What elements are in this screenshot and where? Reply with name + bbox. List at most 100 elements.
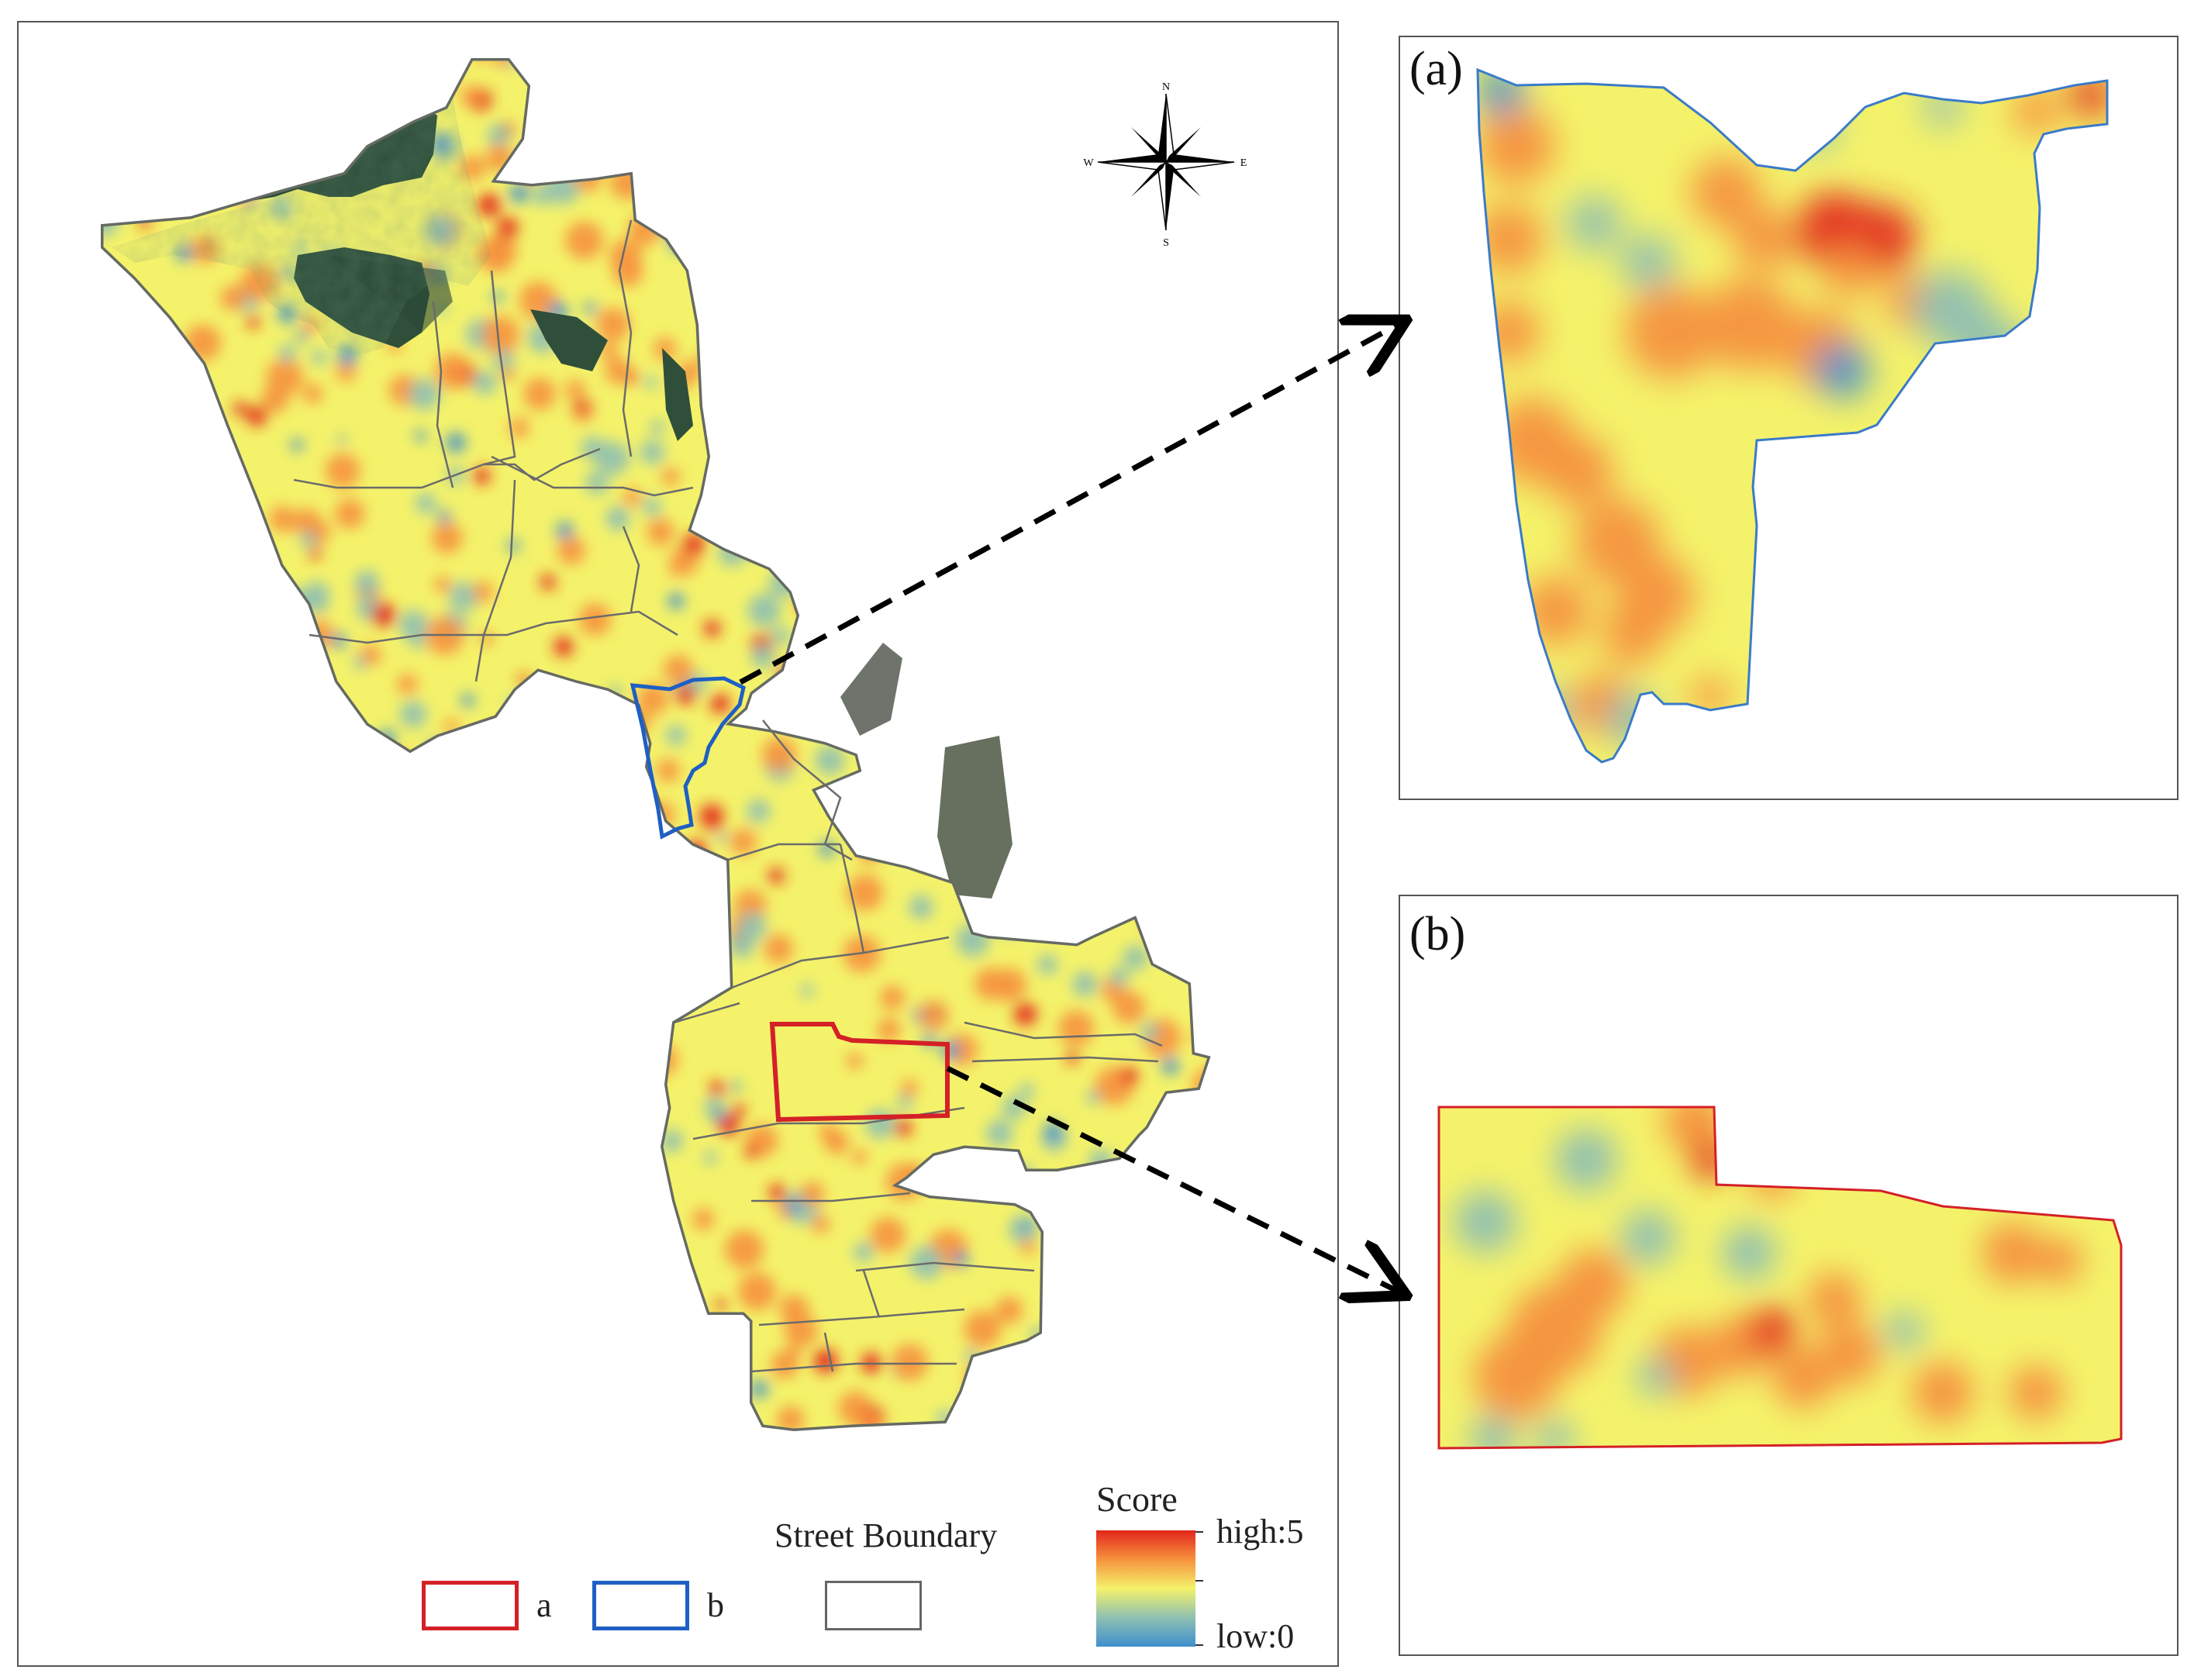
score-blob xyxy=(1013,1002,1037,1026)
score-blob xyxy=(414,429,426,442)
score-blob xyxy=(554,636,574,657)
street-boundary-title: Street Boundary xyxy=(774,1516,998,1554)
score-blob xyxy=(1109,967,1130,987)
score-blob xyxy=(303,581,330,609)
inset-a-outline xyxy=(1476,67,2109,764)
score-blob xyxy=(431,523,463,554)
score-blob xyxy=(325,453,360,488)
score-blob xyxy=(233,402,247,416)
score-blob xyxy=(557,536,586,565)
score-blob xyxy=(660,1129,684,1153)
score-blob xyxy=(744,1144,759,1159)
score-blob xyxy=(975,968,1008,1001)
score-blob xyxy=(609,514,626,531)
score-blob xyxy=(668,592,685,609)
score-blob xyxy=(642,497,661,516)
score-title: Score xyxy=(1096,1479,1178,1519)
score-blob xyxy=(1072,971,1098,997)
score-blob xyxy=(710,693,730,714)
score-blob xyxy=(768,1184,786,1202)
score-blob xyxy=(300,531,316,548)
score-blob xyxy=(750,1380,768,1399)
score-blob xyxy=(897,1094,912,1110)
score-blob xyxy=(584,302,597,315)
score-blob xyxy=(717,833,726,843)
score-blob xyxy=(296,329,309,342)
score-blob xyxy=(278,343,297,362)
score-high-label: high:5 xyxy=(1216,1513,1304,1551)
compass-e-label: E xyxy=(1240,157,1247,169)
score-blob xyxy=(578,603,612,636)
score-blob xyxy=(985,1119,1013,1147)
score-blob xyxy=(434,353,471,389)
score-blob xyxy=(852,1149,868,1165)
score-blob xyxy=(682,533,705,556)
score-blob xyxy=(733,1103,746,1116)
score-blob xyxy=(461,86,482,108)
inset-b-map xyxy=(1437,1106,2123,1450)
score-blob xyxy=(709,1081,725,1097)
score-blob xyxy=(532,185,554,206)
score-blob xyxy=(1772,1346,1834,1408)
score-blob xyxy=(446,433,466,453)
score-blob xyxy=(964,1310,1002,1347)
score-blob xyxy=(1536,1420,1575,1448)
score-blob xyxy=(1470,1416,1516,1448)
score-blob xyxy=(502,367,513,379)
score-blob xyxy=(1621,1210,1675,1264)
score-blob xyxy=(540,574,556,590)
score-blob xyxy=(334,498,365,529)
compass-n-label: N xyxy=(1162,81,1170,93)
region-b-outline[interactable] xyxy=(630,676,746,840)
score-blob xyxy=(1019,1082,1035,1099)
legend-street-swatch xyxy=(825,1581,922,1630)
inset-a-map xyxy=(1476,67,2109,764)
score-blob xyxy=(675,685,696,705)
score-blob xyxy=(1691,157,1761,227)
score-blob xyxy=(815,745,845,775)
score-blob xyxy=(302,384,323,404)
score-blob xyxy=(353,656,367,670)
score-blob xyxy=(371,602,396,627)
score-blob xyxy=(1567,196,1621,250)
score-blob xyxy=(354,570,379,595)
region-a-outline[interactable] xyxy=(769,1022,950,1123)
score-blob xyxy=(1733,208,1796,270)
score-blob xyxy=(1602,603,1664,665)
score-blob xyxy=(1982,1222,2044,1284)
score-blob xyxy=(718,1114,740,1136)
score-blob xyxy=(311,349,327,365)
score-blob xyxy=(730,1081,741,1092)
score-blob xyxy=(692,1208,715,1230)
score-blob xyxy=(785,1198,800,1213)
score-blob xyxy=(576,407,592,423)
score-blob xyxy=(605,357,632,385)
callout-arrow-b xyxy=(946,1065,1402,1293)
inset-panel-b: (b) xyxy=(1399,895,2178,1656)
score-blob xyxy=(909,1246,943,1280)
score-blob xyxy=(847,874,884,911)
score-blob xyxy=(409,378,440,410)
legend-a-swatch xyxy=(422,1581,519,1630)
score-blob xyxy=(565,221,603,260)
inset-panel-a: (a) xyxy=(1399,36,2178,800)
score-blob xyxy=(1019,1239,1036,1254)
score-blob xyxy=(1037,954,1058,975)
compass-s-label: S xyxy=(1163,237,1169,249)
score-blob xyxy=(1691,677,1730,716)
score-blob xyxy=(892,1344,928,1381)
score-blob xyxy=(1912,1361,1974,1423)
score-blob xyxy=(771,1351,799,1379)
score-blob xyxy=(909,895,933,919)
score-blob xyxy=(800,983,814,998)
score-blob xyxy=(870,1217,906,1253)
score-blob xyxy=(309,547,322,560)
score-blob xyxy=(768,868,785,885)
score-blob xyxy=(461,693,475,708)
score-blob xyxy=(1702,278,1796,371)
score-blob xyxy=(853,1242,874,1262)
score-blob xyxy=(1815,343,1869,398)
study-area-outline xyxy=(101,58,1210,1431)
score-blob xyxy=(725,1230,764,1269)
score-blob xyxy=(661,467,680,486)
